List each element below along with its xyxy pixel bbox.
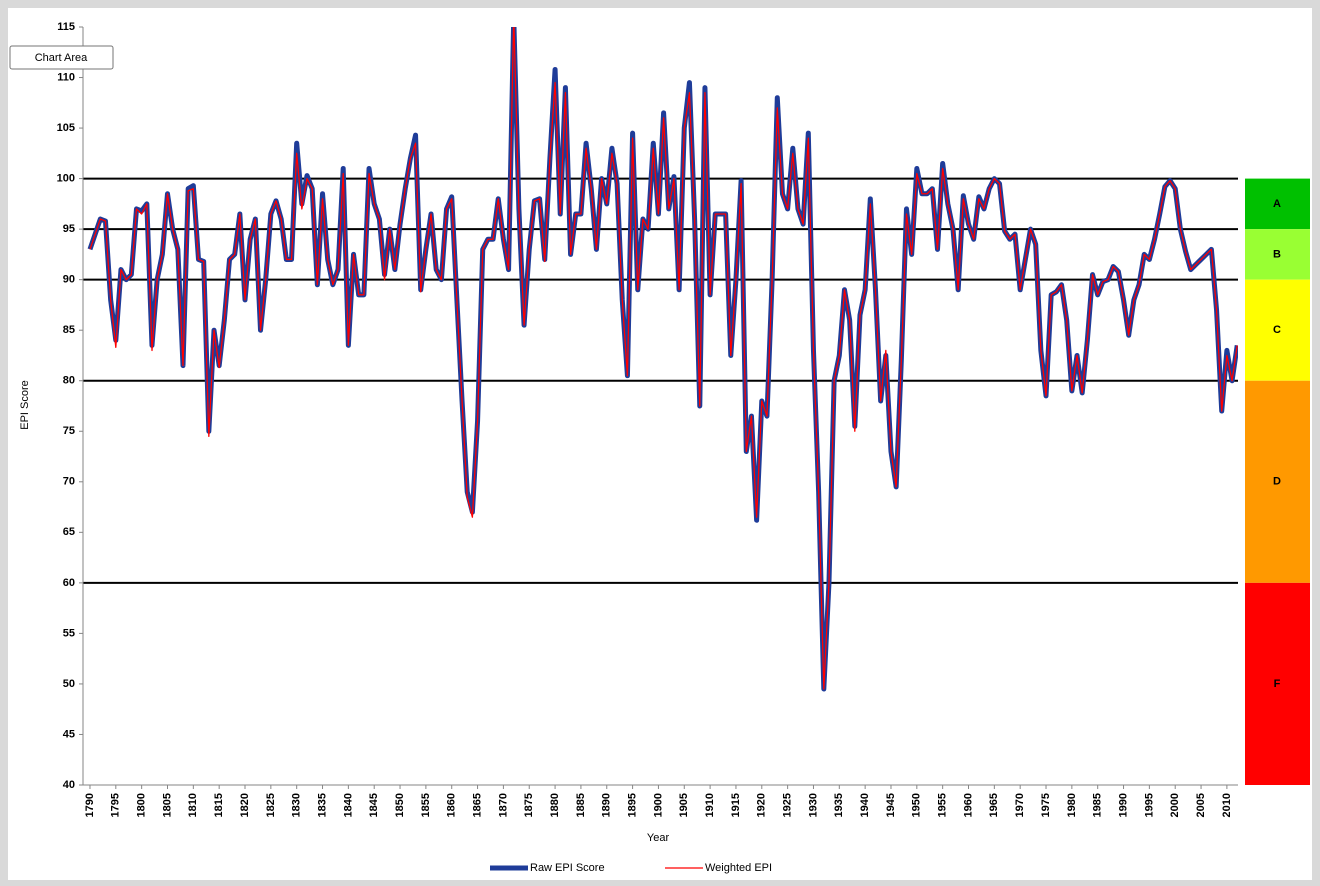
x-tick-label: 1805	[161, 793, 173, 817]
y-tick-label: 50	[63, 678, 75, 690]
series-line	[89, 27, 1238, 690]
y-tick-label: 85	[63, 324, 75, 336]
x-tick-label: 1915	[730, 793, 742, 817]
tooltip-text: Chart Area	[35, 52, 88, 64]
x-tick-label: 1850	[394, 793, 406, 817]
legend-label: Weighted EPI	[705, 862, 772, 874]
grade-band	[1245, 582, 1310, 785]
x-tick-label: 1790	[84, 793, 96, 817]
x-tick-label: 2005	[1195, 793, 1207, 817]
x-tick-label: 1985	[1092, 793, 1104, 817]
grade-label: D	[1273, 476, 1281, 488]
y-tick-label: 75	[63, 425, 75, 437]
x-tick-label: 1900	[652, 793, 664, 817]
grade-band	[1245, 229, 1310, 280]
x-axis-label: Year	[647, 832, 670, 844]
y-tick-label: 110	[57, 71, 75, 83]
y-tick-label: 80	[63, 375, 75, 387]
y-tick-label: 105	[57, 122, 75, 134]
x-tick-label: 1945	[885, 793, 897, 817]
x-tick-label: 1995	[1143, 793, 1155, 817]
x-tick-label: 1810	[187, 793, 199, 817]
x-tick-label: 1840	[342, 793, 354, 817]
grade-band	[1245, 178, 1310, 230]
x-tick-label: 1905	[678, 793, 690, 817]
x-tick-label: 1925	[782, 793, 794, 817]
x-tick-label: 1980	[1066, 793, 1078, 817]
x-tick-label: 1975	[1040, 793, 1052, 817]
y-tick-label: 55	[63, 627, 75, 639]
y-tick-label: 115	[57, 21, 75, 33]
x-tick-label: 1835	[316, 793, 328, 817]
x-tick-label: 1960	[962, 793, 974, 817]
x-tick-label: 1940	[859, 793, 871, 817]
x-tick-label: 1930	[807, 793, 819, 817]
grade-label: C	[1273, 324, 1281, 336]
x-tick-label: 1860	[446, 793, 458, 817]
x-tick-label: 1830	[291, 793, 303, 817]
grade-label: B	[1273, 248, 1281, 260]
x-tick-label: 1825	[265, 793, 277, 817]
x-tick-label: 1845	[368, 793, 380, 817]
y-tick-label: 45	[63, 728, 75, 740]
y-tick-label: 40	[63, 779, 75, 791]
x-tick-label: 1990	[1117, 793, 1129, 817]
x-tick-label: 2010	[1221, 793, 1233, 817]
x-tick-label: 1815	[213, 793, 225, 817]
legend-label: Raw EPI Score	[530, 862, 605, 874]
x-tick-label: 1965	[988, 793, 1000, 817]
x-tick-label: 1865	[471, 793, 483, 817]
y-tick-label: 65	[63, 526, 75, 538]
grade-band	[1245, 279, 1310, 381]
x-tick-label: 1955	[937, 793, 949, 817]
y-axis-label: EPI Score	[19, 380, 31, 430]
x-tick-label: 1885	[575, 793, 587, 817]
grade-label: A	[1273, 198, 1281, 210]
y-tick-label: 100	[57, 173, 75, 185]
x-tick-label: 1880	[549, 793, 561, 817]
x-tick-label: 2000	[1169, 793, 1181, 817]
x-tick-label: 1890	[601, 793, 613, 817]
y-tick-label: 95	[63, 223, 75, 235]
x-tick-label: 1970	[1014, 793, 1026, 817]
x-tick-label: 1920	[756, 793, 768, 817]
y-tick-label: 90	[63, 274, 75, 286]
grade-label: F	[1274, 678, 1281, 690]
x-tick-label: 1795	[110, 793, 122, 817]
grade-band	[1245, 380, 1310, 583]
x-tick-label: 1935	[833, 793, 845, 817]
x-tick-label: 1800	[136, 793, 148, 817]
x-tick-label: 1820	[239, 793, 251, 817]
tooltip-box	[9, 45, 114, 70]
x-tick-label: 1895	[627, 793, 639, 817]
y-tick-label: 70	[63, 476, 75, 488]
x-tick-label: 1910	[704, 793, 716, 817]
x-tick-label: 1855	[420, 793, 432, 817]
x-tick-label: 1950	[911, 793, 923, 817]
y-tick-label: 60	[63, 577, 75, 589]
x-tick-label: 1870	[497, 793, 509, 817]
x-tick-label: 1875	[523, 793, 535, 817]
